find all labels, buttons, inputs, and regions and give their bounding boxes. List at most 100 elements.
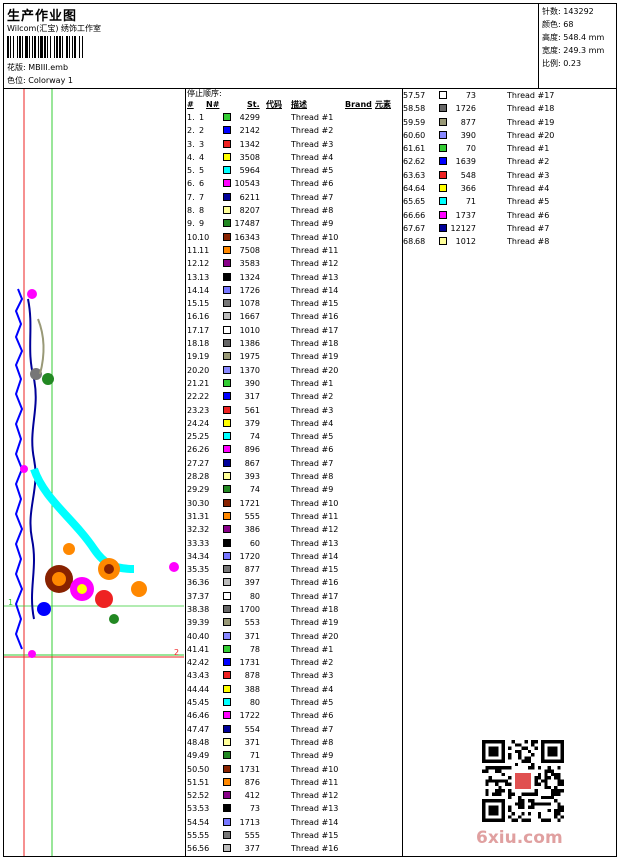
thread-row: 11. 11 7508 Thread #11 <box>187 244 401 257</box>
design-line: 花版: MBIII.emb <box>7 62 68 73</box>
row-needle: 60 <box>415 130 426 140</box>
row-stitches: 5964 <box>239 166 260 176</box>
color-swatch <box>223 339 231 348</box>
row-index: 25. <box>187 432 200 442</box>
thread-row: 39. 39 553 Thread #19 <box>187 616 401 629</box>
color-swatch <box>223 485 231 494</box>
row-description: Thread #1 <box>291 113 334 122</box>
row-stitches: 1721 <box>239 498 260 508</box>
row-needle: 19 <box>199 352 210 362</box>
color-swatch <box>223 126 231 135</box>
thread-row: 40. 40 371 Thread #20 <box>187 630 401 643</box>
row-stitches: 71 <box>249 751 260 761</box>
row-description: Thread #5 <box>291 432 334 442</box>
color-swatch <box>223 644 231 653</box>
thread-row: 50. 50 1731 Thread #10 <box>187 763 401 776</box>
row-index: 14. <box>187 285 200 295</box>
row-index: 64. <box>403 184 416 194</box>
row-description: Thread #6 <box>291 711 334 721</box>
row-stitches: 561 <box>244 405 260 415</box>
row-needle: 53 <box>199 804 210 814</box>
row-index: 63. <box>403 170 416 180</box>
thread-row: 21. 21 390 Thread #1 <box>187 377 401 390</box>
row-index: 46. <box>187 711 200 721</box>
thread-row: 8. 8 8207 Thread #8 <box>187 204 401 217</box>
col-brand: Brand <box>345 100 372 109</box>
row-needle: 55 <box>199 831 210 841</box>
row-description: Thread #8 <box>291 472 334 482</box>
row-description: Thread #11 <box>291 245 339 255</box>
row-index: 43. <box>187 671 200 681</box>
color-swatch <box>223 139 231 148</box>
row-needle: 27 <box>199 458 210 468</box>
col-code: 代码 <box>266 100 282 109</box>
header-separator <box>3 88 617 89</box>
color-swatch <box>223 365 231 374</box>
row-index: 50. <box>187 764 200 774</box>
row-index: 22. <box>187 392 200 402</box>
row-stitches: 393 <box>244 472 260 482</box>
color-swatch <box>223 113 231 121</box>
row-description: Thread #14 <box>291 551 339 561</box>
row-stitches: 412 <box>244 791 260 801</box>
thread-row: 20. 20 1370 Thread #20 <box>187 364 401 377</box>
row-index: 33. <box>187 538 200 548</box>
row-description: Thread #18 <box>507 104 555 114</box>
row-stitches: 1667 <box>239 312 260 322</box>
row-stitches: 1324 <box>239 272 260 282</box>
row-needle: 33 <box>199 538 210 548</box>
color-swatch <box>223 538 231 547</box>
thread-row: 48. 48 371 Thread #8 <box>187 736 401 749</box>
row-index: 48. <box>187 737 200 747</box>
row-description: Thread #12 <box>291 791 339 801</box>
row-index: 10. <box>187 232 200 242</box>
row-index: 40. <box>187 631 200 641</box>
row-stitches: 555 <box>244 511 260 521</box>
sheet-frame <box>3 3 617 857</box>
row-needle: 6 <box>199 179 205 189</box>
row-stitches: 73 <box>465 91 476 100</box>
row-index: 44. <box>187 684 200 694</box>
row-needle: 54 <box>199 817 210 827</box>
thread-table-left: 停止顺序: # N# St. 代码 描述 Brand 元素 1. 1 4299 Thr… <box>187 89 401 856</box>
thread-row: 64. 64 366 Thread #4 <box>403 182 549 195</box>
color-swatch <box>223 791 231 800</box>
row-index: 8. <box>187 206 195 216</box>
color-swatch <box>223 432 231 441</box>
row-stitches: 1370 <box>239 365 260 375</box>
thread-row: 59. 59 877 Thread #19 <box>403 116 554 129</box>
row-stitches: 317 <box>244 392 260 402</box>
row-stitches: 73 <box>249 804 260 814</box>
row-description: Thread #20 <box>507 130 555 140</box>
row-description: Thread #3 <box>291 139 334 149</box>
col-desc: 描述 <box>291 100 307 109</box>
row-description: Thread #7 <box>291 192 334 202</box>
row-needle: 49 <box>199 751 210 761</box>
thread-row: 44. 44 388 Thread #4 <box>187 683 401 696</box>
row-stitches: 1731 <box>239 658 260 668</box>
blue-flower <box>37 602 51 616</box>
color-swatch <box>223 817 231 826</box>
row-needle: 44 <box>199 684 210 694</box>
row-needle: 23 <box>199 405 210 415</box>
row-index: 57. <box>403 91 416 100</box>
row-description: Thread #1 <box>291 644 334 654</box>
design-width: 宽度: 249.3 mm <box>542 46 605 55</box>
row-stitches: 379 <box>244 418 260 428</box>
color-swatch <box>439 91 447 99</box>
row-index: 1. <box>187 113 195 122</box>
col-num: # <box>187 100 194 109</box>
row-index: 49. <box>187 751 200 761</box>
color-swatch <box>223 565 231 574</box>
color-swatch <box>439 184 447 193</box>
row-needle: 3 <box>199 139 205 149</box>
row-stitches: 1975 <box>239 352 260 362</box>
color-swatch <box>439 170 447 179</box>
thread-row: 28. 28 393 Thread #8 <box>187 470 401 483</box>
row-description: Thread #10 <box>291 498 339 508</box>
thread-row: 10. 10 16343 Thread #10 <box>187 231 401 244</box>
row-index: 39. <box>187 618 200 628</box>
row-stitches: 7508 <box>239 245 260 255</box>
row-stitches: 386 <box>244 525 260 535</box>
design-scale: 比例: 0.23 <box>542 59 582 68</box>
